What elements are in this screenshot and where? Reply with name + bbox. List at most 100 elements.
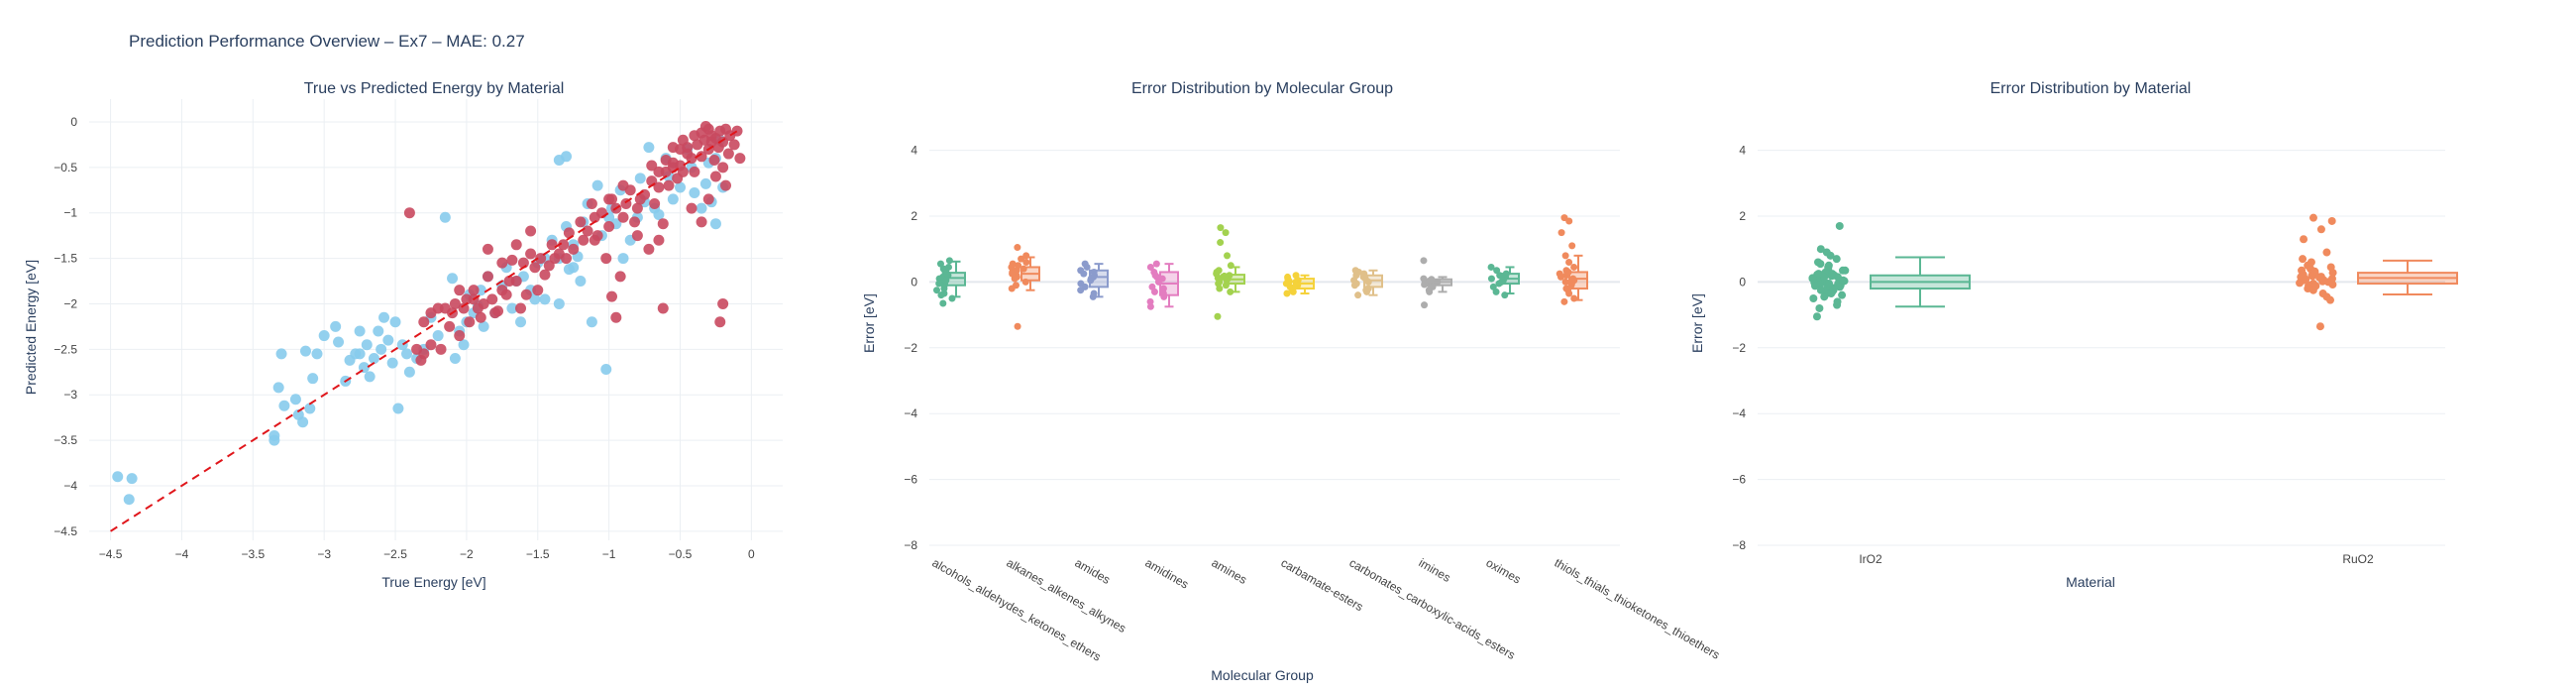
data-point-ruo2 bbox=[543, 260, 555, 272]
data-point-iro2 bbox=[403, 366, 415, 378]
box-data-point bbox=[2322, 292, 2331, 301]
box-data-point bbox=[1824, 263, 1833, 272]
box-data-point bbox=[1087, 275, 1095, 283]
data-point-ruo2 bbox=[589, 211, 600, 223]
data-point-ruo2 bbox=[496, 285, 508, 296]
box-data-point bbox=[1421, 279, 1429, 287]
y-tick-label: −6 bbox=[1732, 473, 1746, 487]
y-axis-label: Predicted Energy [eV] bbox=[23, 260, 39, 395]
y-tick-label: −1 bbox=[63, 206, 77, 220]
data-point-ruo2 bbox=[432, 302, 444, 314]
data-point-iro2 bbox=[447, 273, 459, 285]
box-data-point bbox=[1825, 280, 1834, 289]
box-data-point bbox=[1820, 278, 1829, 287]
data-point-iro2 bbox=[525, 285, 537, 296]
data-point-iro2 bbox=[575, 276, 587, 288]
box-data-point bbox=[939, 265, 947, 273]
box-data-point bbox=[1565, 217, 1573, 225]
data-point-iro2 bbox=[297, 416, 309, 428]
box-data-point bbox=[1292, 272, 1300, 280]
box-data-point bbox=[1557, 229, 1565, 237]
box-data-point bbox=[2299, 255, 2308, 264]
data-point-ruo2 bbox=[515, 302, 527, 314]
box-data-point bbox=[1822, 285, 1831, 293]
box-data-point bbox=[941, 268, 949, 276]
y-tick-label: 0 bbox=[911, 275, 917, 289]
data-point-ruo2 bbox=[682, 142, 694, 154]
box-data-point bbox=[1569, 275, 1577, 283]
box-data-point bbox=[1362, 287, 1370, 294]
data-point-ruo2 bbox=[510, 239, 522, 251]
data-point-iro2 bbox=[667, 193, 679, 205]
box-data-point bbox=[1809, 294, 1818, 302]
data-point-ruo2 bbox=[535, 253, 547, 265]
data-point-ruo2 bbox=[454, 330, 466, 342]
box-data-point bbox=[1808, 274, 1817, 283]
box-data-point bbox=[1354, 291, 1362, 299]
box-data-point bbox=[1492, 288, 1500, 295]
box-data-point bbox=[1018, 255, 1025, 263]
box-data-point bbox=[1835, 283, 1844, 291]
data-point-ruo2 bbox=[558, 239, 570, 251]
data-point-iro2 bbox=[705, 196, 717, 208]
data-point-iro2 bbox=[278, 400, 290, 411]
data-point-iro2 bbox=[660, 153, 672, 165]
data-point-ruo2 bbox=[696, 216, 707, 228]
data-point-ruo2 bbox=[489, 307, 501, 319]
x-tick-label: amines bbox=[1210, 555, 1250, 586]
data-point-ruo2 bbox=[714, 125, 726, 137]
box-data-point bbox=[1214, 274, 1222, 282]
y-tick-label: −8 bbox=[1732, 538, 1746, 552]
box-data-point bbox=[1217, 224, 1225, 232]
data-point-ruo2 bbox=[496, 257, 508, 269]
data-point-ruo2 bbox=[667, 157, 679, 169]
box-data-point bbox=[1836, 281, 1845, 289]
x-tick-label: thiols_thials_thioketones_thioethers bbox=[1553, 555, 1723, 661]
box-data-point bbox=[1495, 280, 1503, 288]
box-data-point bbox=[1289, 287, 1297, 294]
data-point-iro2 bbox=[515, 316, 527, 328]
box-data-point bbox=[1022, 258, 1030, 266]
box-data-point bbox=[943, 270, 951, 278]
data-point-ruo2 bbox=[639, 188, 651, 200]
box-data-point bbox=[1008, 285, 1016, 292]
data-point-iro2 bbox=[482, 271, 493, 283]
data-point-iro2 bbox=[595, 230, 607, 242]
data-point-ruo2 bbox=[482, 271, 493, 283]
box-data-point bbox=[1284, 273, 1292, 281]
box-data-point bbox=[1282, 280, 1290, 288]
box-data-point bbox=[1077, 267, 1085, 275]
box-data-point bbox=[1565, 258, 1573, 266]
box-data-point bbox=[1821, 268, 1830, 277]
box-data-point bbox=[2319, 276, 2328, 285]
box-data-point bbox=[2327, 275, 2336, 284]
data-point-ruo2 bbox=[696, 151, 707, 163]
data-point-iro2 bbox=[458, 339, 470, 351]
data-point-ruo2 bbox=[468, 285, 480, 296]
data-point-iro2 bbox=[123, 494, 135, 506]
box-data-point bbox=[1425, 287, 1433, 294]
box-data-point bbox=[1420, 257, 1428, 265]
data-point-iro2 bbox=[603, 211, 615, 223]
data-point-iro2 bbox=[468, 307, 480, 319]
data-point-iro2 bbox=[572, 251, 584, 263]
box-data-point bbox=[1835, 221, 1844, 230]
box-data-point bbox=[1827, 272, 1836, 281]
box-data-point bbox=[1216, 285, 1224, 292]
data-point-ruo2 bbox=[720, 123, 732, 135]
data-point-iro2 bbox=[682, 143, 694, 155]
box-data-point bbox=[1816, 245, 1825, 254]
box-data-point bbox=[1821, 269, 1830, 278]
data-point-ruo2 bbox=[657, 218, 669, 230]
data-point-iro2 bbox=[617, 253, 629, 265]
data-point-ruo2 bbox=[702, 193, 714, 205]
box-data-point bbox=[1564, 287, 1572, 294]
box-data-point bbox=[942, 277, 950, 285]
y-axis-label: Error [eV] bbox=[861, 293, 877, 353]
data-point-iro2 bbox=[529, 293, 541, 305]
data-point-ruo2 bbox=[629, 216, 641, 228]
data-point-iro2 bbox=[333, 336, 345, 348]
box-data-point bbox=[2296, 279, 2305, 288]
y-tick-label: −3.5 bbox=[54, 433, 77, 447]
